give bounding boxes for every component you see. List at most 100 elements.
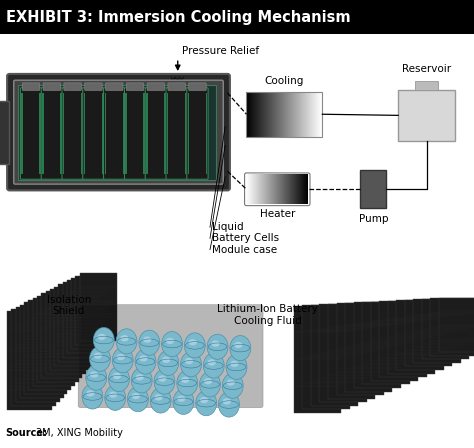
FancyBboxPatch shape [78,305,263,408]
Ellipse shape [177,370,198,396]
FancyBboxPatch shape [430,298,474,356]
Ellipse shape [211,340,219,347]
FancyBboxPatch shape [21,93,23,174]
Ellipse shape [181,377,189,383]
FancyBboxPatch shape [11,309,56,406]
FancyBboxPatch shape [63,282,101,358]
Ellipse shape [93,327,114,353]
FancyBboxPatch shape [122,93,124,174]
FancyBboxPatch shape [319,304,367,402]
FancyBboxPatch shape [328,304,375,399]
FancyBboxPatch shape [60,93,62,174]
FancyBboxPatch shape [398,90,455,141]
Ellipse shape [185,358,193,364]
Ellipse shape [120,335,128,341]
Ellipse shape [184,333,205,358]
Ellipse shape [177,396,185,402]
FancyBboxPatch shape [43,83,61,90]
FancyBboxPatch shape [0,242,474,426]
FancyBboxPatch shape [16,307,60,402]
Ellipse shape [234,342,242,348]
Text: Pressure Relief: Pressure Relief [182,46,260,56]
Ellipse shape [226,354,247,379]
Ellipse shape [112,348,133,373]
FancyBboxPatch shape [22,83,40,90]
Text: Liquid: Liquid [212,222,244,232]
Ellipse shape [98,334,106,340]
Ellipse shape [109,392,117,398]
FancyBboxPatch shape [84,93,85,174]
FancyBboxPatch shape [42,93,44,174]
Text: Reservoir: Reservoir [402,64,451,74]
FancyBboxPatch shape [80,273,117,341]
FancyBboxPatch shape [143,93,145,174]
FancyBboxPatch shape [41,88,63,179]
FancyBboxPatch shape [7,311,52,410]
FancyBboxPatch shape [371,302,418,381]
Ellipse shape [203,353,224,378]
Text: Cooling: Cooling [264,77,304,86]
Ellipse shape [204,378,212,384]
Text: Battery Cells: Battery Cells [212,233,280,243]
Ellipse shape [230,336,251,361]
FancyBboxPatch shape [379,301,427,377]
Ellipse shape [227,379,235,386]
FancyBboxPatch shape [75,276,113,345]
FancyBboxPatch shape [64,83,82,90]
Ellipse shape [207,334,228,359]
Ellipse shape [162,357,170,363]
FancyBboxPatch shape [37,296,79,382]
Ellipse shape [189,339,197,345]
FancyBboxPatch shape [125,93,127,174]
FancyBboxPatch shape [124,88,146,179]
FancyBboxPatch shape [167,93,168,174]
FancyBboxPatch shape [396,300,444,370]
FancyBboxPatch shape [0,0,474,34]
Ellipse shape [105,385,126,410]
Ellipse shape [219,392,239,417]
FancyBboxPatch shape [14,80,223,184]
Ellipse shape [173,389,194,414]
FancyBboxPatch shape [0,101,9,164]
Ellipse shape [166,338,174,344]
Ellipse shape [113,373,121,379]
Ellipse shape [86,390,94,396]
Ellipse shape [139,330,160,355]
FancyBboxPatch shape [24,302,67,394]
FancyBboxPatch shape [147,83,164,90]
Ellipse shape [139,355,147,362]
FancyBboxPatch shape [337,303,384,395]
FancyBboxPatch shape [28,300,71,390]
FancyBboxPatch shape [102,93,103,174]
FancyBboxPatch shape [360,170,386,208]
FancyBboxPatch shape [54,287,94,366]
Ellipse shape [109,366,129,392]
FancyBboxPatch shape [7,74,230,190]
Ellipse shape [135,349,156,374]
Ellipse shape [136,374,144,380]
FancyBboxPatch shape [41,293,82,378]
FancyBboxPatch shape [33,298,75,386]
Text: Lithium-Ion Battery
Cooling Fluid: Lithium-Ion Battery Cooling Fluid [218,304,318,326]
Ellipse shape [155,394,163,401]
FancyBboxPatch shape [302,305,350,409]
Text: Module case: Module case [212,245,277,254]
FancyBboxPatch shape [168,83,185,90]
Text: EXHIBIT 3: Immersion Cooling Mechanism: EXHIBIT 3: Immersion Cooling Mechanism [6,9,350,25]
Text: Source:: Source: [6,428,48,438]
FancyBboxPatch shape [206,93,207,174]
Text: Isolation
Shield: Isolation Shield [46,295,91,316]
FancyBboxPatch shape [58,284,98,362]
Ellipse shape [230,361,238,367]
Ellipse shape [117,354,125,360]
Ellipse shape [200,397,208,403]
FancyBboxPatch shape [388,301,435,374]
FancyBboxPatch shape [189,83,206,90]
Ellipse shape [132,393,140,399]
FancyBboxPatch shape [83,88,104,179]
Ellipse shape [143,336,151,343]
FancyBboxPatch shape [20,305,64,398]
FancyBboxPatch shape [185,93,186,174]
Text: 3M, XING Mobility: 3M, XING Mobility [36,428,122,438]
FancyBboxPatch shape [405,300,452,366]
